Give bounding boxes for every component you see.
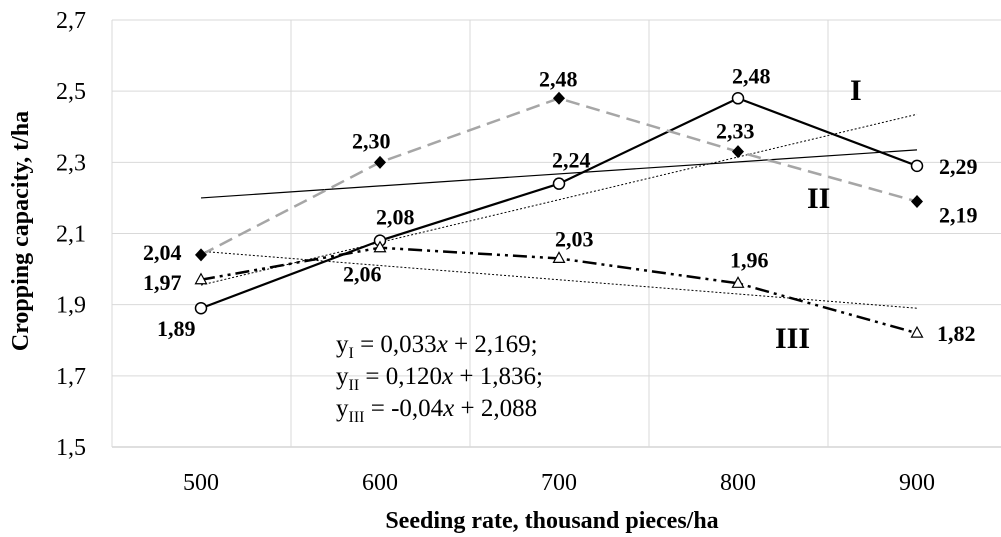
data-point: [195, 248, 207, 262]
data-point: [194, 301, 208, 315]
axes: 1,5 1,7 1,9 2,1 2,3 2,5 2,7 500 600 700 800 900: [56, 8, 935, 496]
y-tick-label: 2,7: [56, 8, 86, 34]
data-point: [732, 145, 744, 159]
data-point: [552, 177, 566, 190]
y-tick-label: 2,3: [56, 150, 86, 176]
data-label: 2,30: [352, 128, 391, 153]
x-tick-label: 900: [899, 470, 935, 496]
data-point: [910, 325, 924, 338]
x-axis-title: Seeding rate, thousand pieces/ha: [385, 508, 718, 534]
data-point: [731, 276, 745, 288]
data-label: 1,96: [730, 247, 769, 272]
trend-equations: yI = 0,033x + 2,169;yII = 0,120x + 1,836…: [336, 331, 543, 426]
data-label: 1,82: [937, 321, 976, 346]
data-point: [194, 272, 208, 285]
data-point: [373, 240, 387, 253]
y-axis-title: Cropping capacity, t/ha: [8, 111, 34, 351]
trendline-II: [200, 113, 918, 286]
data-label: 2,29: [939, 154, 978, 179]
data-label: 2,06: [343, 262, 382, 287]
data-label: 2,19: [939, 202, 978, 227]
series-name-II: II: [807, 182, 830, 215]
trend-equation-I: yI = 0,033x + 2,169;: [336, 331, 538, 362]
data-label: 2,08: [376, 205, 415, 230]
data-label: 2,04: [143, 240, 182, 265]
data-labels: 1,89 2,08 2,24 2,48 2,29 2,04 2,30 2,48 2,33 2,19…: [143, 63, 978, 346]
data-label: 2,03: [555, 226, 594, 251]
series: [194, 91, 924, 338]
trend-equation-II: yII = 0,120x + 1,836;: [336, 363, 543, 394]
x-tick-label: 600: [362, 470, 398, 496]
trendlines: [200, 113, 918, 309]
data-label: 2,48: [732, 63, 771, 88]
data-point: [911, 194, 923, 208]
data-label: 2,33: [716, 119, 755, 144]
y-tick-label: 1,9: [56, 293, 86, 319]
y-tick-label: 1,5: [56, 435, 86, 461]
series-name-III: III: [775, 322, 810, 355]
trendline-I: [200, 149, 918, 199]
x-tick-label: 700: [541, 470, 577, 496]
y-tick-label: 2,1: [56, 222, 86, 248]
y-tick-label: 1,7: [56, 364, 86, 390]
data-label: 1,97: [143, 270, 182, 295]
data-label: 2,48: [539, 66, 578, 91]
x-tick-label: 500: [183, 470, 219, 496]
data-label: 1,89: [157, 316, 196, 341]
data-point: [910, 159, 924, 173]
grid: [111, 19, 1001, 448]
data-point: [553, 91, 565, 105]
series-name-I: I: [850, 74, 862, 107]
data-point: [552, 251, 566, 264]
x-tick-label: 800: [720, 470, 756, 496]
data-label: 2,24: [552, 148, 591, 173]
data-point: [374, 155, 386, 169]
trend-equation-III: yIII = -0,04x + 2,088: [336, 395, 537, 426]
data-point: [731, 92, 745, 105]
y-tick-label: 2,5: [56, 79, 86, 105]
